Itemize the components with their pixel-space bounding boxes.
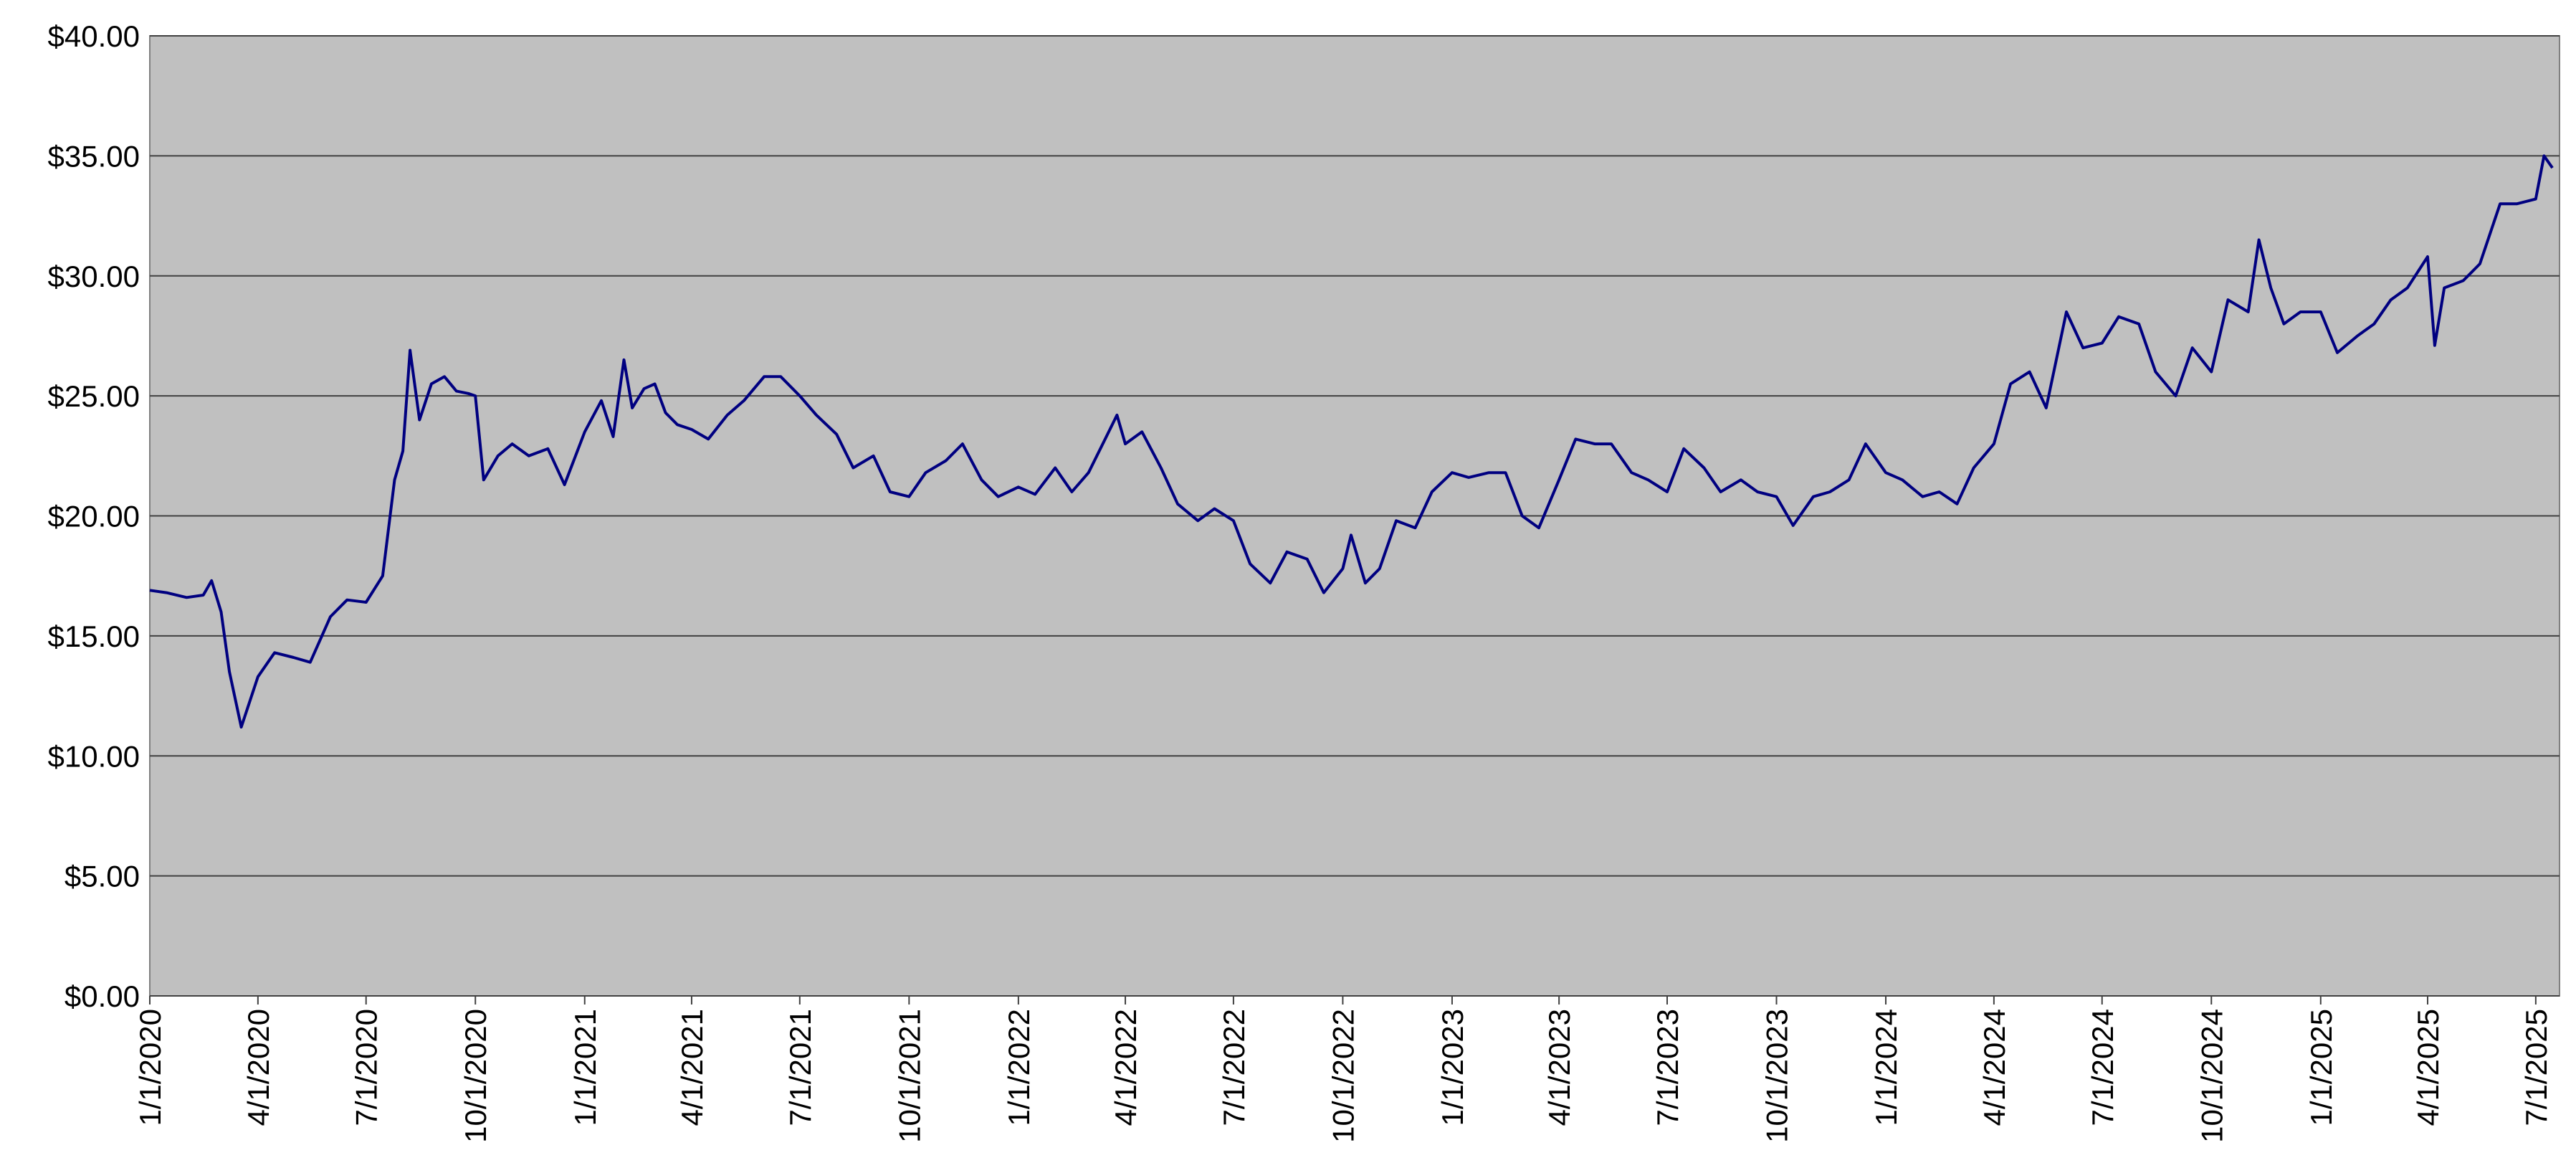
y-tick-label: $35.00 [48, 139, 140, 173]
x-tick-label: 4/1/2021 [675, 1009, 709, 1126]
x-tick-label: 4/1/2020 [242, 1009, 275, 1126]
x-tick-label: 4/1/2024 [1978, 1009, 2011, 1126]
x-tick-label: 10/1/2023 [1760, 1009, 1794, 1143]
y-tick-label: $15.00 [48, 619, 140, 653]
x-tick-label: 7/1/2024 [2086, 1009, 2119, 1126]
y-tick-label: $25.00 [48, 379, 140, 413]
x-tick-label: 7/1/2025 [2519, 1009, 2553, 1126]
x-tick-label: 1/1/2020 [133, 1009, 167, 1126]
x-tick-label: 10/1/2021 [892, 1009, 926, 1143]
x-tick-label: 1/1/2024 [1869, 1009, 1903, 1126]
x-tick-label: 7/1/2023 [1651, 1009, 1684, 1126]
x-tick-label: 10/1/2022 [1326, 1009, 1360, 1143]
x-tick-label: 7/1/2020 [350, 1009, 383, 1126]
x-tick-label: 7/1/2022 [1217, 1009, 1251, 1126]
x-tick-label: 4/1/2022 [1109, 1009, 1142, 1126]
x-tick-label: 1/1/2022 [1002, 1009, 1036, 1126]
x-tick-label: 1/1/2025 [2304, 1009, 2338, 1126]
y-tick-label: $30.00 [48, 260, 140, 293]
x-tick-label: 7/1/2021 [783, 1009, 817, 1126]
x-tick-label: 1/1/2021 [568, 1009, 602, 1126]
x-tick-label: 10/1/2024 [2195, 1009, 2228, 1143]
y-tick-label: $20.00 [48, 500, 140, 533]
x-tick-label: 4/1/2023 [1542, 1009, 1576, 1126]
y-tick-label: $0.00 [65, 979, 140, 1013]
x-tick-label: 1/1/2023 [1436, 1009, 1469, 1126]
y-tick-label: $5.00 [65, 860, 140, 893]
x-tick-label: 10/1/2020 [459, 1009, 492, 1143]
price-line [149, 154, 2554, 729]
y-tick-label: $40.00 [48, 19, 140, 53]
y-tick-label: $10.00 [48, 739, 140, 773]
x-tick-label: 4/1/2025 [2411, 1009, 2445, 1126]
